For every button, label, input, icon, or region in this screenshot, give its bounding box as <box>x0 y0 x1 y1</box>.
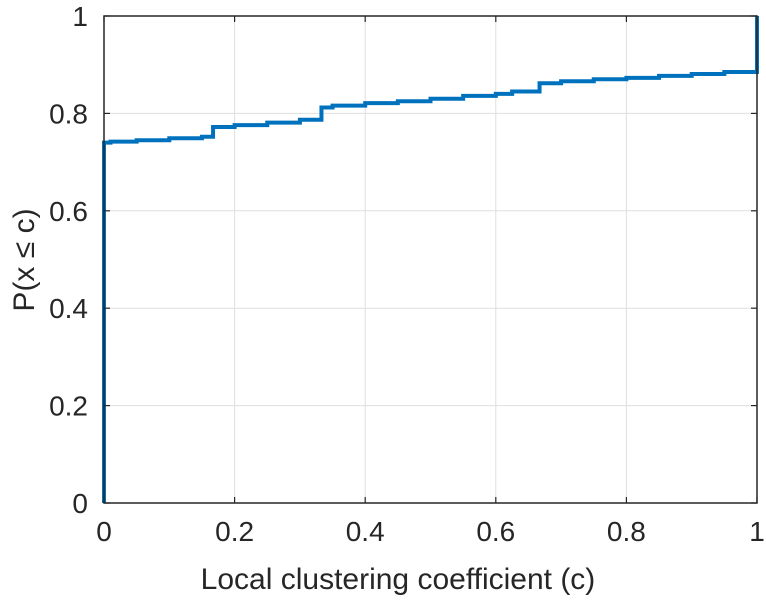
y-tick-label: 0 <box>72 488 88 519</box>
y-tick-label: 0.6 <box>49 196 88 227</box>
x-tick-label: 0 <box>96 516 112 547</box>
y-tick-labels: 0 0.2 0.4 0.6 0.8 1 <box>49 1 88 519</box>
y-tick-label: 0.2 <box>49 391 88 422</box>
series-layer <box>102 16 759 503</box>
ticks <box>103 15 758 504</box>
axes-box <box>103 15 758 504</box>
x-tick-label: 0.8 <box>607 516 646 547</box>
cdf-line <box>102 16 759 503</box>
y-tick-label: 1 <box>72 1 88 32</box>
x-tick-label: 0.6 <box>476 516 515 547</box>
x-axis-label: Local clustering coefficient (c) <box>201 563 596 596</box>
y-axis-label: P(x ≤ c) <box>8 208 41 311</box>
x-tick-labels: 0 0.2 0.4 0.6 0.8 1 <box>96 516 765 547</box>
x-tick-label: 0.2 <box>215 516 254 547</box>
y-tick-label: 0.8 <box>49 98 88 129</box>
x-tick-label: 0.4 <box>346 516 385 547</box>
x-tick-label: 1 <box>749 516 765 547</box>
plot-area <box>104 16 757 503</box>
y-tick-label: 0.4 <box>49 293 88 324</box>
